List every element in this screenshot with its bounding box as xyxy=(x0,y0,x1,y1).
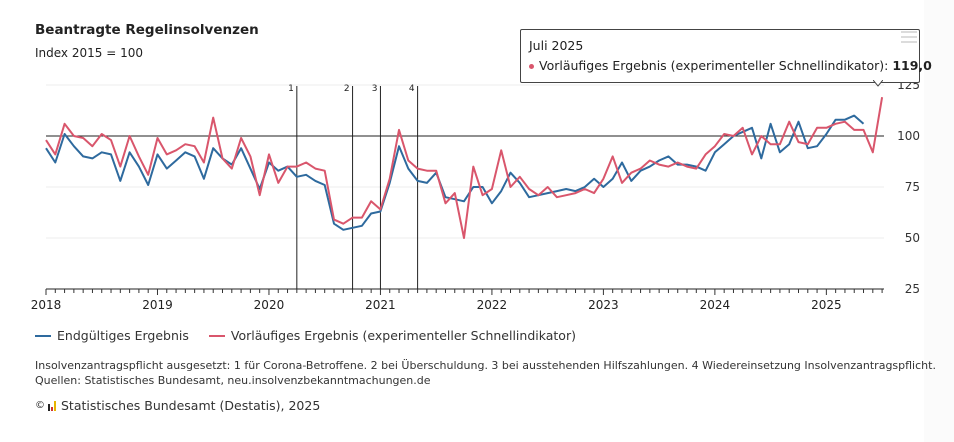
legend-item-final[interactable]: Endgültiges Ergebnis xyxy=(35,328,189,343)
legend-swatch-preliminary xyxy=(208,334,225,337)
destatis-logo-icon xyxy=(48,400,58,411)
x-tick-label: 2020 xyxy=(254,298,285,312)
legend-label-preliminary: Vorläufiges Ergebnis (experimenteller Sc… xyxy=(230,328,576,343)
legend-item-preliminary[interactable]: Vorläufiges Ergebnis (experimenteller Sc… xyxy=(208,328,576,343)
source-text: Quellen: Statistisches Bundesamt, neu.in… xyxy=(35,374,431,387)
tooltip: Juli 2025 Vorläufiges Ergebnis (experime… xyxy=(520,29,932,83)
tooltip-series-dot xyxy=(529,64,534,69)
y-tick-label: 100 xyxy=(897,129,920,143)
copyright-text: Statistisches Bundesamt (Destatis), 2025 xyxy=(61,398,321,413)
x-tick-label: 2023 xyxy=(588,298,619,312)
y-tick-label: 50 xyxy=(905,231,920,245)
copyright-symbol: © xyxy=(35,400,45,411)
page-margin xyxy=(924,0,954,442)
x-tick-label: 2021 xyxy=(365,298,396,312)
hamburger-menu-icon[interactable] xyxy=(901,31,917,43)
annotation-label-4: 4 xyxy=(409,84,415,94)
x-tick-label: 2022 xyxy=(477,298,508,312)
copyright: © Statistisches Bundesamt (Destatis), 20… xyxy=(35,398,320,413)
legend-swatch-final xyxy=(35,334,51,337)
legend-label-final: Endgültiges Ergebnis xyxy=(57,328,189,343)
chart-subtitle: Index 2015 = 100 xyxy=(35,46,143,60)
tooltip-value: 119,0 xyxy=(892,58,932,73)
x-tick-label: 2018 xyxy=(31,298,62,312)
x-tick-label: 2025 xyxy=(811,298,842,312)
chart-title: Beantragte Regelinsolvenzen xyxy=(35,22,259,38)
footnote: Insolvenzantragspflicht ausgesetzt: 1 fü… xyxy=(35,358,936,388)
y-tick-label: 75 xyxy=(905,180,920,194)
y-tick-label: 25 xyxy=(905,282,920,296)
tooltip-period: Juli 2025 xyxy=(529,38,584,53)
tooltip-series: Vorläufiges Ergebnis (experimenteller Sc… xyxy=(529,58,932,73)
tooltip-series-label: Vorläufiges Ergebnis (experimenteller Sc… xyxy=(539,58,889,73)
footnote-text: Insolvenzantragspflicht ausgesetzt: 1 fü… xyxy=(35,359,936,372)
series-line-preliminary xyxy=(45,97,884,239)
series-line-final xyxy=(45,114,865,231)
x-tick-label: 2024 xyxy=(700,298,731,312)
annotation-label-2: 2 xyxy=(344,84,350,94)
annotation-label-3: 3 xyxy=(372,84,378,94)
annotation-label-1: 1 xyxy=(288,84,294,94)
tooltip-pointer xyxy=(873,80,883,87)
x-tick-label: 2019 xyxy=(142,298,173,312)
legend: Endgültiges Ergebnis Vorläufiges Ergebni… xyxy=(35,328,576,343)
